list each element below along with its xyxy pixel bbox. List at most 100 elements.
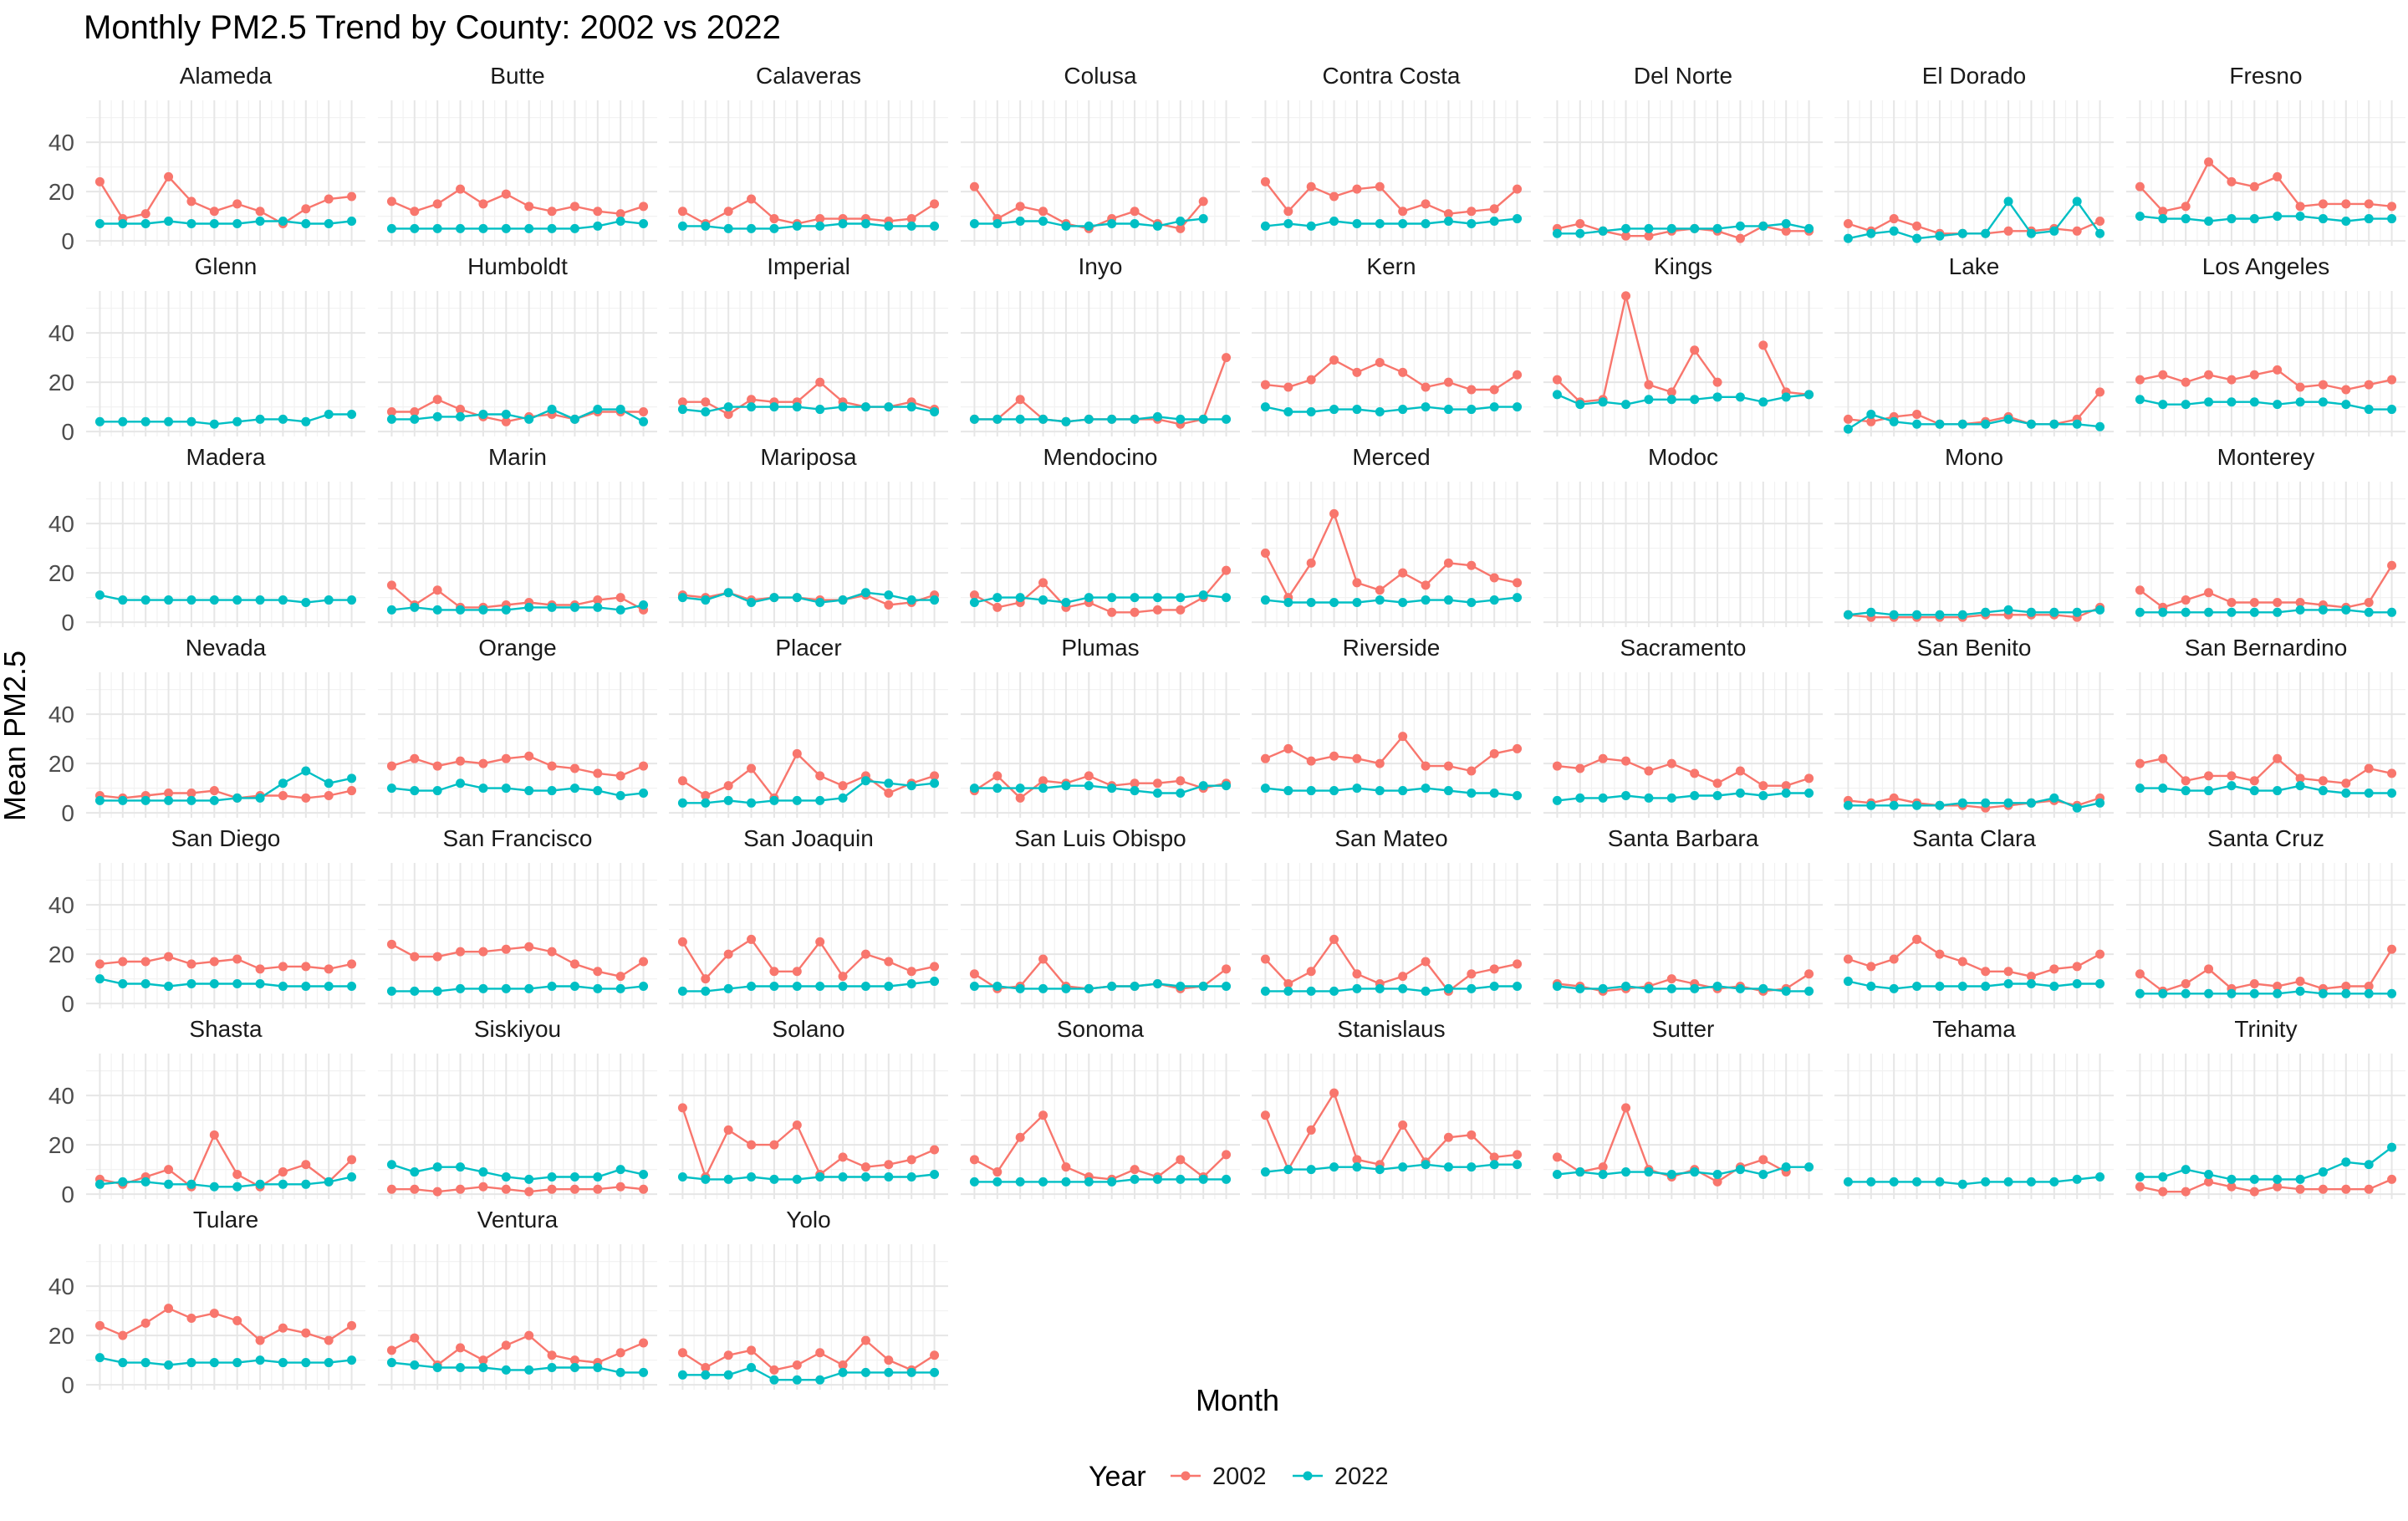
data-point-2002 [2135,758,2145,768]
data-point-2022 [209,218,219,228]
data-point-2022 [639,1367,649,1377]
data-point-2022 [1061,1176,1071,1187]
data-point-2002 [501,416,511,426]
data-point-2022 [324,218,334,228]
facet-strip-label: Kings [1654,253,1712,279]
facet-panel: San Bernardino [2126,635,2405,818]
data-point-2022 [677,1171,687,1182]
data-point-2002 [2273,1182,2283,1192]
data-point-2002 [456,405,466,415]
data-point-2022 [1575,1167,1585,1177]
data-point-2022 [2003,979,2013,989]
data-point-2022 [1306,1165,1316,1175]
data-point-2022 [1781,218,1791,228]
data-point-2002 [278,962,288,972]
data-point-2022 [1598,983,1608,993]
data-point-2002 [2318,776,2328,786]
data-point-2022 [324,595,334,605]
data-point-2022 [930,221,940,231]
facet-strip-label: Orange [478,635,556,661]
data-point-2002 [524,942,534,952]
data-point-2002 [1038,578,1048,588]
data-point-2002 [906,967,916,977]
data-point-2022 [1306,407,1316,417]
data-point-2002 [2026,972,2036,982]
data-point-2002 [1575,218,1585,228]
facet-panel: San Diego 0 20 40 [48,825,365,1017]
data-point-2002 [639,202,649,212]
data-point-2022 [1781,392,1791,402]
data-point-2022 [2318,988,2328,998]
data-point-2002 [386,761,396,771]
data-point-2022 [1198,590,1208,600]
data-point-2022 [1467,983,1477,993]
data-point-2022 [1015,414,1025,424]
y-tick-label: 20 [48,560,74,586]
facet-strip-label: Calaveras [756,63,861,89]
data-point-2002 [1621,291,1631,301]
data-point-2002 [884,789,894,799]
data-point-2002 [164,1304,174,1314]
data-point-2022 [255,1179,265,1189]
data-point-2002 [1398,972,1408,982]
data-point-2022 [1957,228,1967,238]
data-point-2022 [815,598,825,608]
data-point-2022 [1107,218,1117,228]
data-point-2002 [347,1155,357,1165]
data-point-2022 [1084,983,1094,993]
data-point-2022 [593,405,603,415]
data-point-2022 [547,602,557,612]
data-point-2002 [2181,377,2191,387]
data-point-2002 [301,962,311,972]
data-point-2022 [2227,988,2237,998]
data-point-2022 [2273,212,2283,222]
data-point-2002 [1513,578,1523,588]
data-point-2022 [1222,1174,1232,1184]
data-point-2002 [615,771,625,781]
data-point-2002 [677,207,687,217]
data-point-2022 [701,1370,711,1380]
data-point-2022 [1912,233,1922,243]
series-line-2002 [973,1113,1227,1181]
data-point-2022 [1222,414,1232,424]
data-point-2022 [1038,1176,1048,1187]
data-point-2002 [1489,204,1499,214]
data-point-2022 [2341,400,2351,410]
data-point-2022 [639,1170,649,1180]
data-point-2022 [930,1367,940,1377]
data-point-2022 [1552,390,1562,400]
data-point-2022 [118,416,128,426]
data-point-2022 [1889,610,1899,620]
data-point-2022 [969,414,979,424]
data-point-2022 [2158,214,2168,224]
y-tick-label: 20 [48,751,74,777]
data-point-2022 [1621,400,1631,410]
data-point-2022 [1283,1165,1293,1175]
data-point-2022 [2003,1176,2013,1187]
data-point-2002 [2295,773,2305,783]
data-point-2022 [501,605,511,615]
data-point-2022 [769,402,779,412]
data-point-2022 [639,416,649,426]
data-point-2002 [1306,756,1316,766]
data-point-2002 [186,1313,196,1323]
data-point-2022 [186,218,196,228]
data-point-2002 [569,959,579,969]
data-point-2022 [860,981,870,991]
data-point-2022 [1804,223,1814,233]
data-point-2002 [815,214,825,224]
data-point-2022 [1843,1176,1853,1187]
data-point-2022 [1198,981,1208,991]
data-point-2022 [1644,395,1654,405]
data-point-2002 [1621,1103,1631,1113]
data-point-2002 [432,1187,442,1197]
data-point-2002 [2249,181,2259,191]
data-point-2002 [2318,1184,2328,1194]
facet-panel: El Dorado [1834,63,2114,246]
data-point-2002 [2204,771,2214,781]
data-point-2022 [1260,221,1270,231]
legend-label: 2002 [1212,1463,1267,1490]
data-point-2022 [186,795,196,805]
data-point-2002 [1467,766,1477,776]
data-point-2002 [593,207,603,217]
